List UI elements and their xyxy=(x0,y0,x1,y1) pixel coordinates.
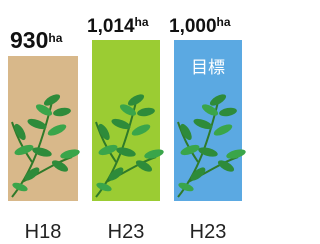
value: 1,000 xyxy=(169,16,217,37)
target-note: 目標 xyxy=(191,58,225,78)
unit: ha xyxy=(135,15,149,29)
area-value: 1,000ha xyxy=(169,15,231,37)
value: 930 xyxy=(10,27,48,53)
year-label: H18 xyxy=(25,221,62,243)
infographic: 930ha 1,014ha 1,000ha 目標 H18 H23 H23 xyxy=(0,0,247,244)
value: 1,014 xyxy=(87,16,135,37)
year-label: H23 xyxy=(190,221,227,243)
area-value: 1,014ha xyxy=(87,15,149,37)
area-value: 930ha xyxy=(10,27,63,53)
panel xyxy=(92,40,160,201)
unit: ha xyxy=(48,31,62,45)
unit: ha xyxy=(217,15,231,29)
year-label: H23 xyxy=(108,221,145,243)
